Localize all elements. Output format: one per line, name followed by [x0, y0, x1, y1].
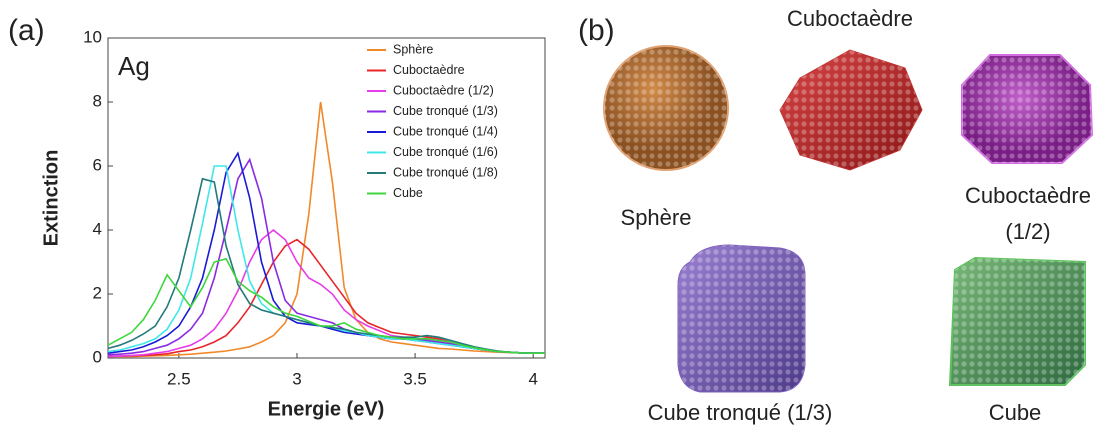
y-tick-label: 2 [93, 283, 102, 302]
particle-label: Cube tronqué (1/3) [648, 400, 833, 425]
y-tick-label: 6 [93, 155, 102, 174]
series-line [107, 151, 545, 354]
legend-label: Cuboctaèdre [393, 63, 465, 77]
x-tick-label: 3.5 [403, 369, 427, 388]
legend-label: Cube tronqué (1/6) [393, 145, 498, 159]
particles [603, 45, 1094, 393]
x-tick-label: 4 [528, 369, 537, 388]
particle-label: Cuboctaèdre [965, 183, 1091, 208]
plot: 0 2 4 6 8 10 2.5 3 3.5 4 Sphère Cuboctaèdre Cuboctaè… [83, 27, 545, 388]
particle-label: Cuboctaèdre [787, 6, 913, 31]
series-line [107, 165, 545, 354]
plot-frame [107, 37, 546, 359]
particle-label: (1/2) [1005, 219, 1050, 244]
particle-label: Sphère [621, 205, 692, 230]
x-tick-label: 3 [292, 369, 301, 388]
series-line [107, 228, 545, 358]
x-axis-title: Energie (eV) [268, 398, 385, 420]
legend-label: Cube [393, 186, 423, 200]
half-cuboctahedron-texture [962, 55, 1092, 163]
y-tick-label: 4 [93, 219, 102, 238]
cube-texture [950, 258, 1085, 385]
particle-label: Cube [989, 400, 1042, 425]
annotation: Ag [118, 51, 150, 81]
y-tick-label: 0 [93, 347, 102, 366]
legend-label: Cuboctaèdre (1/2) [393, 83, 494, 97]
series-line [107, 177, 545, 354]
series-line [108, 101, 545, 358]
legend-label: Cube tronqué (1/8) [393, 165, 498, 179]
series-line [107, 257, 545, 354]
legend-label: Sphère [393, 42, 433, 56]
panel-label: (a) [8, 14, 45, 47]
legend-label: Cube tronqué (1/3) [393, 104, 498, 118]
panel-label: (b) [578, 14, 615, 47]
cuboctahedron-texture [780, 50, 922, 170]
sphere-texture [604, 46, 728, 170]
legend-label: Cube tronqué (1/4) [393, 124, 498, 138]
x-tick-label: 2.5 [167, 369, 191, 388]
y-tick-label: 8 [93, 91, 102, 110]
y-axis-title: Extinction [40, 150, 62, 247]
y-tick-label: 10 [83, 27, 102, 46]
truncated-cube-texture [678, 245, 805, 392]
series-line [107, 238, 545, 358]
